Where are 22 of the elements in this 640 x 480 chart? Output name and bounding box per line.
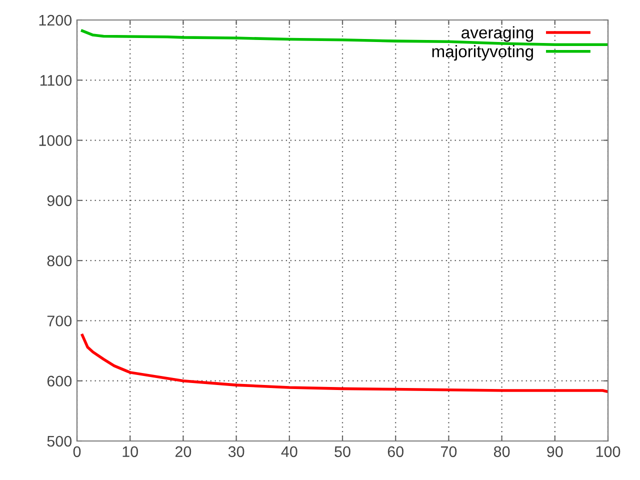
y-tick-label: 600 — [47, 376, 72, 387]
x-tick-label: 90 — [547, 446, 563, 458]
y-tick-label: 1100 — [40, 75, 72, 86]
x-tick-label: 60 — [388, 446, 404, 458]
x-tick-label: 80 — [494, 446, 510, 458]
y-tick-label: 500 — [47, 436, 72, 447]
x-tick-label: 0 — [73, 446, 81, 458]
x-tick-label: 40 — [281, 446, 298, 458]
y-tick-label: 800 — [47, 255, 72, 266]
line-series — [80, 334, 608, 394]
x-tick-label: 50 — [334, 446, 350, 458]
x-tick-label: 100 — [596, 446, 620, 458]
y-tick-label: 1200 — [39, 14, 72, 26]
x-tick-label: 10 — [122, 446, 138, 458]
y-tick-label: 1000 — [39, 135, 72, 146]
x-tick-label: 70 — [440, 446, 457, 458]
y-tick-label: 900 — [47, 195, 72, 206]
x-tick-label: 20 — [175, 446, 192, 458]
legend-label: majorityvoting — [432, 45, 533, 61]
y-tick-label: 700 — [47, 316, 72, 326]
legend-label: averaging — [462, 26, 533, 42]
x-tick-label: 30 — [228, 446, 244, 458]
